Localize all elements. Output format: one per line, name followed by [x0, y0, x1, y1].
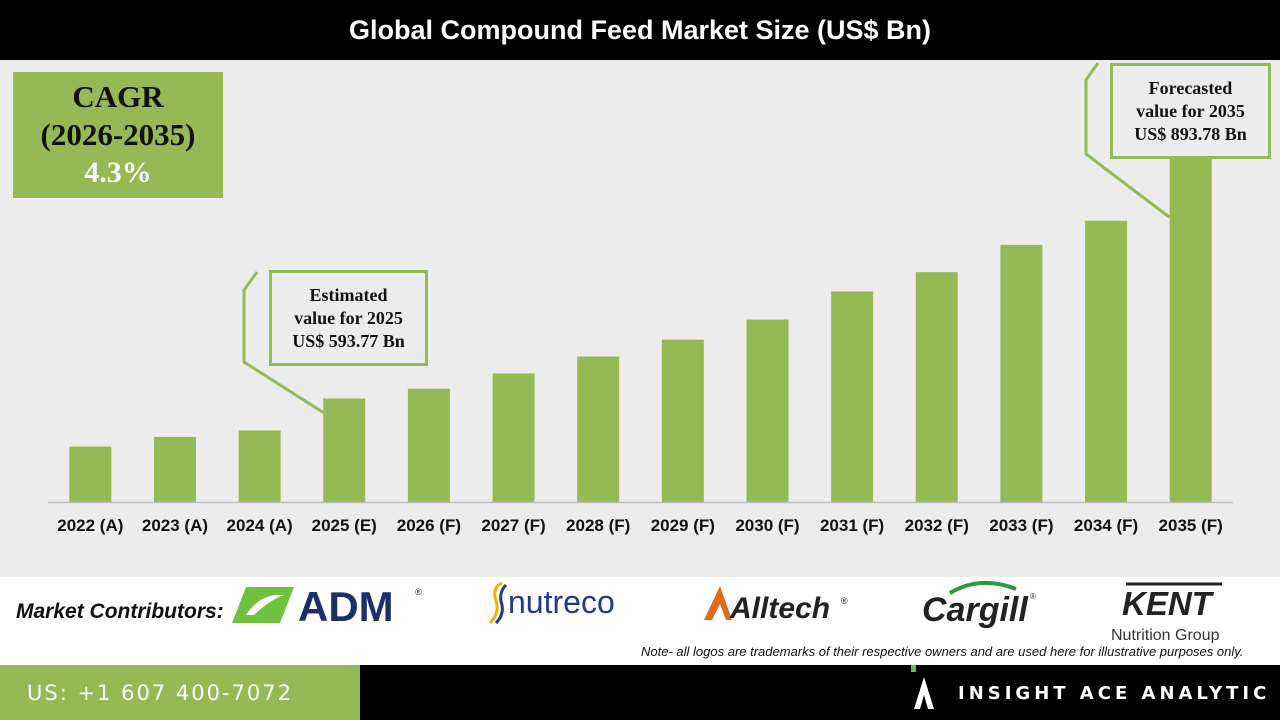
estimated-callout-line3: US$ 593.77 Bn: [292, 330, 405, 351]
x-tick-label-13: 2035 (F): [1159, 516, 1223, 535]
bar-6: [577, 356, 620, 502]
alltech-a-mark: [704, 586, 732, 620]
alltech-registered-mark: ®: [841, 596, 848, 606]
bar-11: [1000, 244, 1043, 502]
estimated-callout-bracket: [242, 271, 325, 414]
bar-series: [69, 157, 1212, 503]
bar-12: [1085, 220, 1128, 502]
forecasted-callout-line3: US$ 893.78 Bn: [1134, 123, 1247, 144]
x-tick-label-8: 2030 (F): [735, 516, 799, 535]
adm-registered-mark: ®: [415, 587, 422, 597]
x-tick-label-1: 2023 (A): [142, 516, 208, 535]
bar-13: [1169, 157, 1212, 503]
nutreco-logo: nutreco: [488, 581, 615, 625]
cagr-period: (2026-2035): [40, 117, 196, 152]
bar-8: [746, 319, 789, 502]
logo-accent-bar: [911, 665, 916, 672]
forecasted-callout-bracket: [1084, 62, 1171, 219]
x-axis-tick-labels: 2022 (A) 2023 (A) 2024 (A) 2025 (E) 2026 (F)…: [57, 516, 1223, 535]
x-tick-label-6: 2028 (F): [566, 516, 630, 535]
forecasted-value-callout: Forecasted value for 2035 US$ 893.78 Bn: [1110, 63, 1271, 159]
x-tick-label-3: 2025 (E): [312, 516, 377, 535]
kent-logo-text: KENT: [1122, 585, 1215, 622]
x-tick-label-7: 2029 (F): [651, 516, 715, 535]
forecasted-callout-line2: value for 2035: [1136, 100, 1245, 121]
bar-4: [407, 388, 450, 502]
bar-3: [323, 398, 366, 502]
estimated-callout-line2: value for 2025: [294, 307, 403, 328]
contributors-label: Market Contributors:: [16, 600, 224, 623]
cagr-value: 4.3%: [84, 156, 152, 189]
x-tick-label-0: 2022 (A): [57, 516, 123, 535]
chart-title: Global Compound Feed Market Size (US$ Bn…: [348, 14, 932, 45]
bar-5: [492, 373, 535, 502]
bar-2: [238, 430, 281, 502]
forecasted-callout-line1: Forecasted: [1148, 77, 1233, 98]
footer-brand-name: INSIGHT ACE ANALYTIC: [958, 683, 1271, 704]
bar-10: [915, 272, 958, 502]
cargill-logo: Cargill ®: [922, 580, 1036, 629]
cagr-box: CAGR (2026-2035) 4.3%: [13, 72, 223, 198]
cargill-registered-mark: ®: [1030, 592, 1036, 601]
footer-phone-panel: US: +1 607 400-7072: [0, 665, 360, 720]
callout-connectors: [242, 62, 1171, 414]
adm-logo: ADM ®: [232, 583, 422, 627]
adm-logo-text: ADM: [298, 583, 394, 627]
x-tick-label-11: 2033 (F): [989, 516, 1053, 535]
kent-logo-subtext: Nutrition Group: [1111, 627, 1220, 643]
adm-leaf-vein: [246, 594, 284, 615]
nutreco-swoosh-icon-2: [494, 583, 508, 625]
x-tick-label-5: 2027 (F): [481, 516, 545, 535]
nutreco-logo-text: nutreco: [508, 584, 615, 620]
header-bar: Global Compound Feed Market Size (US$ Bn…: [0, 0, 1280, 60]
cagr-label: CAGR: [72, 79, 164, 114]
bar-0: [69, 446, 112, 502]
bar-1: [153, 436, 196, 502]
estimated-callout-line1: Estimated: [309, 284, 388, 305]
kent-logo: KENT Nutrition Group: [1111, 582, 1222, 643]
x-tick-label-4: 2026 (F): [397, 516, 461, 535]
estimated-value-callout: Estimated value for 2025 US$ 593.77 Bn: [269, 270, 428, 366]
logo-a-shape: [914, 677, 934, 709]
x-tick-label-12: 2034 (F): [1074, 516, 1138, 535]
alltech-logo: Alltech ®: [704, 586, 848, 625]
insight-ace-logo-icon: [911, 665, 934, 709]
footer-phone: US: +1 607 400-7072: [27, 680, 293, 705]
trademark-note: Note- all logos are trademarks of their …: [641, 644, 1244, 659]
cargill-leaf-icon: [948, 580, 1017, 595]
x-tick-label-10: 2032 (F): [905, 516, 969, 535]
contributors-strip: [0, 577, 1280, 665]
x-tick-label-9: 2031 (F): [820, 516, 884, 535]
footer-brand-panel: [360, 665, 1280, 720]
nutreco-swoosh-icon: [488, 581, 503, 625]
bar-7: [661, 339, 704, 502]
bar-9: [831, 291, 874, 502]
cargill-logo-text: Cargill: [922, 591, 1029, 629]
alltech-logo-text: Alltech: [729, 592, 830, 625]
x-tick-label-2: 2024 (A): [227, 516, 293, 535]
bar-chart: 2022 (A) 2023 (A) 2024 (A) 2025 (E) 2026 (F)…: [48, 62, 1233, 535]
